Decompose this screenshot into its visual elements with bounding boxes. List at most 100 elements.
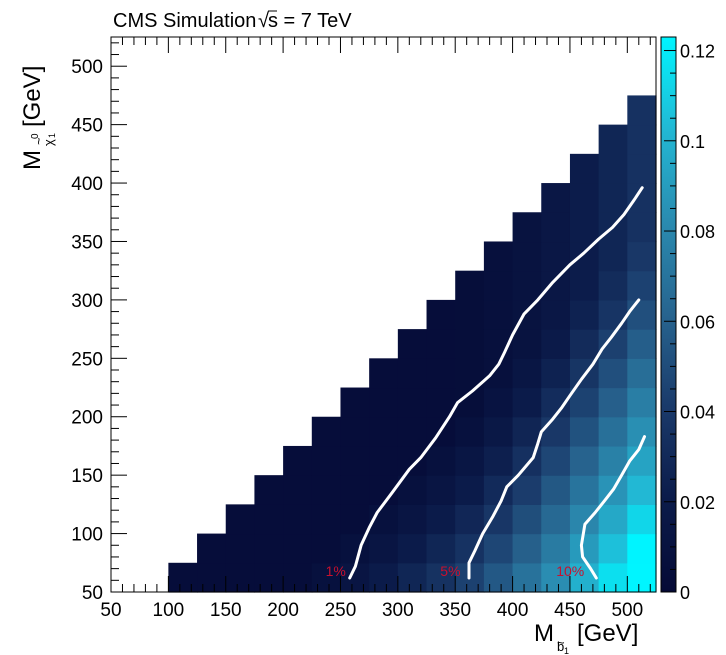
heatmap-cell xyxy=(455,445,485,476)
heatmap-cell xyxy=(340,445,370,476)
heatmap-cell xyxy=(340,504,370,535)
x-tick-label: 150 xyxy=(210,600,242,621)
x-tick-label: 250 xyxy=(325,600,357,621)
chart-title: CMS Simulation xyxy=(113,10,256,32)
frame-rect xyxy=(110,36,657,593)
heatmap-cell xyxy=(311,562,342,593)
heatmap-cell xyxy=(627,95,657,126)
heatmap-cell xyxy=(512,475,542,505)
heatmap-cell xyxy=(627,475,657,505)
y-tick-label: 300 xyxy=(71,291,103,312)
heatmap-cell xyxy=(627,329,657,359)
heatmap-cell xyxy=(627,387,657,418)
heatmap-cell xyxy=(598,299,628,330)
contour-line xyxy=(467,298,641,580)
heatmap-cell xyxy=(541,183,571,213)
x-tick-label: 350 xyxy=(439,600,471,621)
heatmap-cell xyxy=(483,416,514,447)
heatmap-cell xyxy=(541,533,571,564)
heatmap-cell xyxy=(512,270,542,301)
y-axis-label: M xyxy=(19,150,46,170)
sqrt-symbol: √ xyxy=(258,10,269,32)
heatmap-cell xyxy=(369,387,399,418)
heatmap-cell xyxy=(369,533,399,564)
heatmap-cell xyxy=(598,124,628,155)
heatmap-cell xyxy=(541,299,571,330)
heatmap-cell xyxy=(397,416,428,447)
y-tick-label: 250 xyxy=(71,349,103,370)
heatmap-cell xyxy=(397,387,428,418)
y-tick-label: 450 xyxy=(71,116,103,137)
heatmap-cell xyxy=(311,475,342,505)
heatmap-cell xyxy=(598,533,628,564)
heatmap-cell xyxy=(569,416,600,447)
contour-label: 1% xyxy=(326,563,346,579)
heatmap-cell xyxy=(311,416,342,447)
heatmap-cell xyxy=(512,387,542,418)
color-scale-ticks: 0 0.02 0.04 0.06 0.08 0.1 0.12 xyxy=(664,42,715,603)
heatmap-cell xyxy=(512,241,542,272)
heatmap-cell xyxy=(512,329,542,359)
heatmap-cell xyxy=(627,445,657,476)
heatmap-cell xyxy=(598,504,628,535)
heatmap-cell xyxy=(426,329,456,359)
heatmap-cell xyxy=(397,533,428,564)
heatmap-cell xyxy=(455,329,485,359)
heatmap-cell xyxy=(254,504,284,535)
heatmap-cell xyxy=(569,153,600,184)
heatmap-cell xyxy=(541,475,571,505)
y-axis-label-sub: χ xyxy=(41,139,56,146)
heatmap-cell xyxy=(541,358,571,389)
heatmap-cell xyxy=(627,241,657,272)
heatmap-cell xyxy=(569,445,600,476)
heatmap-cell xyxy=(283,475,313,505)
heatmap-cell xyxy=(569,475,600,505)
y-tick-label: 200 xyxy=(71,408,103,429)
heatmap-cell xyxy=(627,299,657,330)
chart-title-energy: s = 7 TeV xyxy=(268,10,352,32)
x-axis-label-sub: b xyxy=(557,639,564,654)
heatmap-cell xyxy=(541,416,571,447)
heatmap-cell xyxy=(512,533,542,564)
y-tick-label: 400 xyxy=(71,174,103,195)
heatmap-cell xyxy=(569,183,600,213)
heatmap-cell xyxy=(283,533,313,564)
y-axis-label-group: M χ ~ 0 1 [GeV] xyxy=(19,66,57,170)
heatmap-cell xyxy=(254,533,284,564)
heatmap-cell xyxy=(283,504,313,535)
heatmap-cell xyxy=(426,504,456,535)
heatmap-cell xyxy=(197,533,227,564)
heatmap-cell xyxy=(311,504,342,535)
heatmap-cell xyxy=(455,504,485,535)
heatmap-cell xyxy=(455,270,485,301)
heatmap-cell xyxy=(598,358,628,389)
plot-frame xyxy=(110,36,657,593)
heatmap-cell xyxy=(426,299,456,330)
heatmap-cell xyxy=(569,387,600,418)
heatmap-cell xyxy=(426,475,456,505)
x-tick-label: 300 xyxy=(382,600,414,621)
heatmap-cell xyxy=(512,358,542,389)
z-tick-label: 0 xyxy=(680,583,690,603)
heatmap-cell xyxy=(483,270,514,301)
heatmap-cell xyxy=(455,299,485,330)
heatmap-cell xyxy=(541,562,571,593)
x-axis-label: M xyxy=(534,620,554,647)
heatmap-cell xyxy=(254,475,284,505)
heatmap-cell xyxy=(483,299,514,330)
heatmap-cell xyxy=(426,358,456,389)
heatmap-cell xyxy=(168,562,198,593)
heatmap-cell xyxy=(340,475,370,505)
heatmap-cell xyxy=(512,212,542,243)
y-tick-label: 500 xyxy=(71,57,103,78)
heatmap-cell xyxy=(254,562,284,593)
z-tick-label: 0.12 xyxy=(680,42,715,62)
heatmap-cell xyxy=(311,445,342,476)
heatmap-cell xyxy=(512,562,542,593)
heatmap-cell xyxy=(541,329,571,359)
heatmap-cell xyxy=(627,153,657,184)
heatmap-cell xyxy=(598,387,628,418)
heatmap-cell xyxy=(598,241,628,272)
color-bar xyxy=(660,36,677,593)
